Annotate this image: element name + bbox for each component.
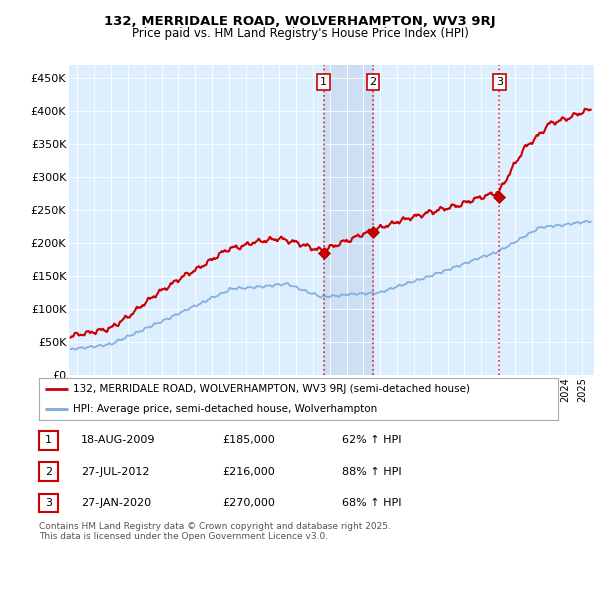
Text: 3: 3 (496, 77, 503, 87)
Text: £270,000: £270,000 (222, 498, 275, 508)
Text: 132, MERRIDALE ROAD, WOLVERHAMPTON, WV3 9RJ: 132, MERRIDALE ROAD, WOLVERHAMPTON, WV3 … (104, 15, 496, 28)
Bar (323, 65, 373, 375)
Text: 88% ↑ HPI: 88% ↑ HPI (342, 467, 401, 477)
Text: 132, MERRIDALE ROAD, WOLVERHAMPTON, WV3 9RJ (semi-detached house): 132, MERRIDALE ROAD, WOLVERHAMPTON, WV3 … (73, 385, 470, 395)
Text: Price paid vs. HM Land Registry's House Price Index (HPI): Price paid vs. HM Land Registry's House … (131, 27, 469, 40)
Text: £185,000: £185,000 (222, 435, 275, 445)
Text: £216,000: £216,000 (222, 467, 275, 477)
Text: 1: 1 (320, 77, 327, 87)
Text: 2: 2 (45, 467, 52, 477)
Text: 2: 2 (370, 77, 377, 87)
Text: Contains HM Land Registry data © Crown copyright and database right 2025.
This d: Contains HM Land Registry data © Crown c… (39, 522, 391, 541)
Text: 18-AUG-2009: 18-AUG-2009 (81, 435, 155, 445)
Text: 1: 1 (45, 435, 52, 445)
Text: 27-JUL-2012: 27-JUL-2012 (81, 467, 149, 477)
Text: HPI: Average price, semi-detached house, Wolverhampton: HPI: Average price, semi-detached house,… (73, 405, 377, 414)
Text: 3: 3 (45, 498, 52, 508)
Text: 68% ↑ HPI: 68% ↑ HPI (342, 498, 401, 508)
Text: 62% ↑ HPI: 62% ↑ HPI (342, 435, 401, 445)
Text: 27-JAN-2020: 27-JAN-2020 (81, 498, 151, 508)
